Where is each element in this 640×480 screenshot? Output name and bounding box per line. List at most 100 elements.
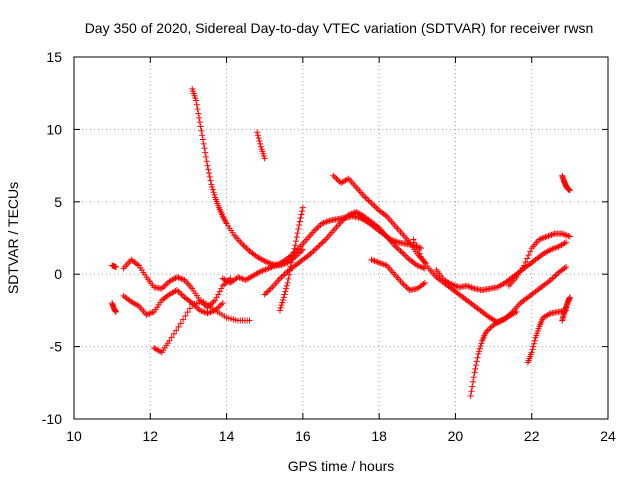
data-point [200,140,207,147]
data-point-trail [415,246,422,253]
x-tick-label: 18 [371,428,387,444]
data-point-trail [530,343,537,350]
data-point-trail [215,291,222,298]
data-point-trail [310,248,317,255]
data-point-trail [180,316,187,323]
data-point-trail [318,240,325,247]
series-arc-6 [189,85,306,269]
series-arc-5 [151,298,253,356]
series-arc-4 [120,287,226,318]
data-point-trail [209,186,216,193]
data-point-trail [313,245,320,252]
data-point [284,279,291,286]
data-point-trail [277,304,284,311]
series-arc-17 [524,307,570,366]
data-point [410,236,417,243]
data-point [261,291,268,298]
data-point-trail [199,136,206,143]
data-point-trail [524,255,531,262]
data-point-trail [196,114,203,121]
data-point [196,119,203,126]
y-tick-label: 0 [54,266,62,282]
data-point-trail [209,184,216,191]
data-point-trail [531,340,538,347]
data-point-trail [366,198,373,205]
series-arc-13 [410,236,570,325]
data-point-trail [279,299,286,306]
data-point-trail [472,365,479,372]
data-point-trail [206,303,213,310]
data-point-trail [215,304,222,311]
data-point-trail [478,340,485,347]
y-tick-label: 10 [46,121,62,137]
data-point-trail [314,224,321,231]
data-point [193,97,200,104]
data-point [166,337,173,344]
data-point-trail [525,252,532,259]
x-tick-label: 14 [219,428,235,444]
data-point [112,263,119,270]
data-point-trail [296,218,303,225]
data-point-trail [202,153,209,160]
data-point-trail [549,275,556,282]
data-point-trail [469,378,476,385]
data-point-trail [240,242,247,249]
data-point-trail [470,374,477,381]
data-point-trail [400,281,407,288]
data-point-trail [278,302,285,309]
data-point [204,162,211,169]
data-point-trail [286,271,293,278]
data-point [276,307,283,314]
data-point-trail [293,234,300,241]
data-point-trail [363,195,370,202]
y-tick-label: 15 [46,49,62,65]
data-point-trail [289,252,296,259]
data-point [563,239,570,246]
data-point [399,249,406,256]
data-point [315,243,322,250]
data-point [299,246,306,253]
data-point [208,181,215,188]
data-point-trail [163,281,170,288]
series-arc-14 [433,239,570,294]
data-points [109,85,573,399]
data-point-trail [403,253,410,260]
data-point-trail [264,288,271,295]
data-point-trail [194,106,201,113]
data-point [566,233,573,240]
data-point-trail [263,290,270,297]
data-point [292,242,299,249]
data-point-trail [295,226,302,233]
data-point-trail [280,272,287,279]
data-point-trail [206,173,213,180]
data-point-trail [173,327,180,334]
data-point-trail [168,334,175,341]
data-point [296,221,303,228]
data-point-trail [186,305,193,312]
data-point [421,279,428,286]
data-point-trail [193,101,200,108]
data-point-trail [280,296,287,303]
grid [74,57,608,419]
data-point-trail [290,249,297,256]
data-point-trail [170,330,177,337]
y-tick-label: -10 [42,411,62,427]
data-point-trail [405,285,412,292]
data-point-trail [553,271,560,278]
data-point-trail [315,223,322,230]
data-point-trail [184,309,191,316]
data-point-trail [316,242,323,249]
data-point-trail [175,323,182,330]
data-point-trail [292,238,299,245]
data-point [219,300,226,307]
data-point [212,297,219,304]
data-point-trail [243,245,250,252]
data-point-trail [469,383,476,390]
data-point-trail [218,301,225,308]
series-arc-15 [505,230,573,289]
data-point-trail [283,282,290,289]
plot-frame [73,56,609,420]
data-point-trail [405,255,412,262]
data-point-trail [374,206,381,213]
